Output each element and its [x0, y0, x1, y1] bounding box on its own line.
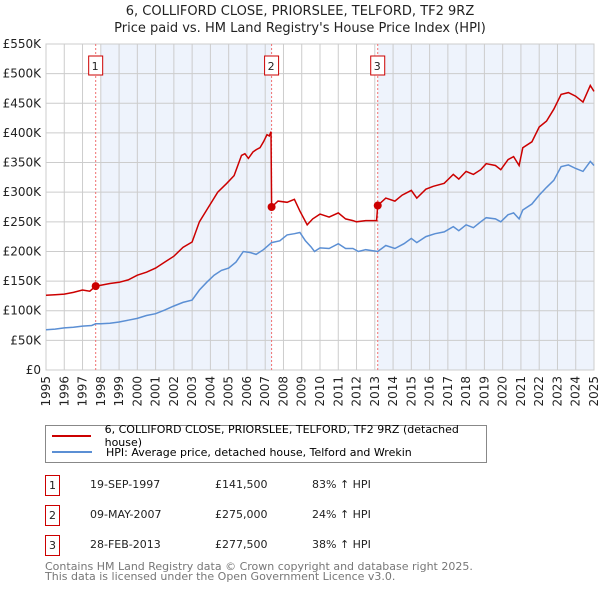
- x-tick-label: 2020: [496, 376, 510, 407]
- sale-number-badge: 2: [45, 505, 60, 526]
- hpi-line: [45, 160, 595, 331]
- sale-marker-badge: [264, 55, 280, 76]
- property-price-line: [45, 83, 595, 297]
- x-tick-label: 2005: [222, 376, 236, 407]
- sale-marker-label: 1: [92, 60, 99, 73]
- sale-marker-label: 2: [268, 60, 275, 73]
- property-legend-swatch: [52, 435, 91, 437]
- x-tick-label: 2011: [331, 376, 345, 407]
- sale-marker-label: 3: [374, 60, 381, 73]
- x-tick-label: 2016: [423, 376, 437, 407]
- x-tick-label: 1995: [39, 376, 53, 407]
- x-tick-label: 2022: [532, 376, 546, 407]
- x-tick-label: 2014: [386, 376, 400, 407]
- plot-frame: [45, 43, 595, 371]
- x-tick-label: 2009: [295, 376, 309, 407]
- y-tick-label: £0: [26, 363, 41, 377]
- x-tick-label: 2021: [514, 376, 528, 407]
- chart-title: 6, COLLIFORD CLOSE, PRIORSLEE, TELFORD, …: [125, 4, 475, 19]
- y-tick-label: £500K: [3, 67, 43, 81]
- legend: 6, COLLIFORD CLOSE, PRIORSLEE, TELFORD, …: [45, 423, 487, 463]
- y-tick-label: £150K: [3, 274, 43, 288]
- shaded-interval: [377, 44, 594, 370]
- y-tick-label: £50K: [10, 333, 42, 347]
- x-tick-label: 2008: [276, 376, 290, 407]
- x-tick-label: 2004: [203, 376, 217, 407]
- sale-point: [373, 201, 382, 210]
- sale-date: 19-SEP-1997: [90, 478, 161, 491]
- shaded-interval: [100, 44, 272, 370]
- sale-point: [91, 282, 100, 291]
- x-tick-label: 2015: [404, 376, 418, 407]
- footer: Contains HM Land Registry data © Crown c…: [45, 560, 473, 583]
- x-tick-label: 2006: [240, 376, 254, 407]
- sale-price: £275,000: [215, 508, 268, 521]
- legend-property-label: 6, COLLIFORD CLOSE, PRIORSLEE, TELFORD, …: [104, 423, 459, 449]
- x-tick-label: 2023: [550, 376, 564, 407]
- sale-hpi-diff: 24% ↑ HPI: [312, 508, 371, 521]
- x-tick-label: 2000: [130, 376, 144, 407]
- sale-price: £141,500: [215, 478, 268, 491]
- x-tick-label: 2002: [167, 376, 181, 407]
- x-tick-label: 2019: [477, 376, 491, 407]
- footer-copyright: Contains HM Land Registry data © Crown c…: [45, 560, 473, 573]
- x-tick-label: 2018: [459, 376, 473, 407]
- x-tick-label: 1997: [76, 376, 90, 407]
- x-tick-label: 2003: [185, 376, 199, 407]
- x-tick-label: 2017: [441, 376, 455, 407]
- x-tick-label: 1998: [94, 376, 108, 407]
- sale-date: 28-FEB-2013: [90, 538, 161, 551]
- x-tick-label: 1996: [57, 376, 71, 407]
- sale-date: 09-MAY-2007: [90, 508, 162, 521]
- sale-number-badge: 1: [45, 475, 60, 496]
- y-tick-label: £200K: [3, 244, 43, 258]
- x-tick-label: 2024: [569, 376, 583, 407]
- sale-hpi-diff: 38% ↑ HPI: [312, 538, 371, 551]
- x-tick-label: 2025: [587, 376, 600, 407]
- sale-point: [267, 203, 276, 211]
- y-tick-label: £350K: [3, 156, 43, 170]
- x-tick-label: 2013: [368, 376, 382, 407]
- x-tick-label: 2001: [149, 376, 163, 407]
- x-tick-label: 2007: [258, 376, 272, 407]
- y-tick-label: £100K: [3, 304, 43, 318]
- y-tick-label: £250K: [3, 215, 43, 229]
- price-chart: 1995 1996 1997 1998 1999 2000 2001 2002 2003 2004…: [3, 37, 600, 407]
- x-tick-label: 2012: [350, 376, 364, 407]
- sale-number-badge: 3: [45, 535, 60, 556]
- footer-licence: This data is licensed under the Open Gov…: [45, 570, 396, 583]
- chart-subtitle: Price paid vs. HM Land Registry's House …: [114, 21, 486, 36]
- sale-marker-badge: [370, 55, 386, 76]
- legend-hpi-label: HPI: Average price, detached house, Telf…: [106, 445, 412, 459]
- y-tick-label: £400K: [3, 126, 43, 140]
- sale-price: £277,500: [215, 538, 268, 551]
- y-tick-label: £550K: [3, 37, 43, 51]
- sale-hpi-diff: 83% ↑ HPI: [312, 478, 371, 491]
- sale-marker-badge: [88, 55, 104, 76]
- y-tick-label: £300K: [3, 185, 43, 199]
- x-tick-label: 2010: [313, 376, 327, 407]
- x-tick-label: 1999: [112, 376, 126, 407]
- y-tick-label: £450K: [3, 96, 43, 110]
- hpi-legend-swatch: [52, 451, 92, 453]
